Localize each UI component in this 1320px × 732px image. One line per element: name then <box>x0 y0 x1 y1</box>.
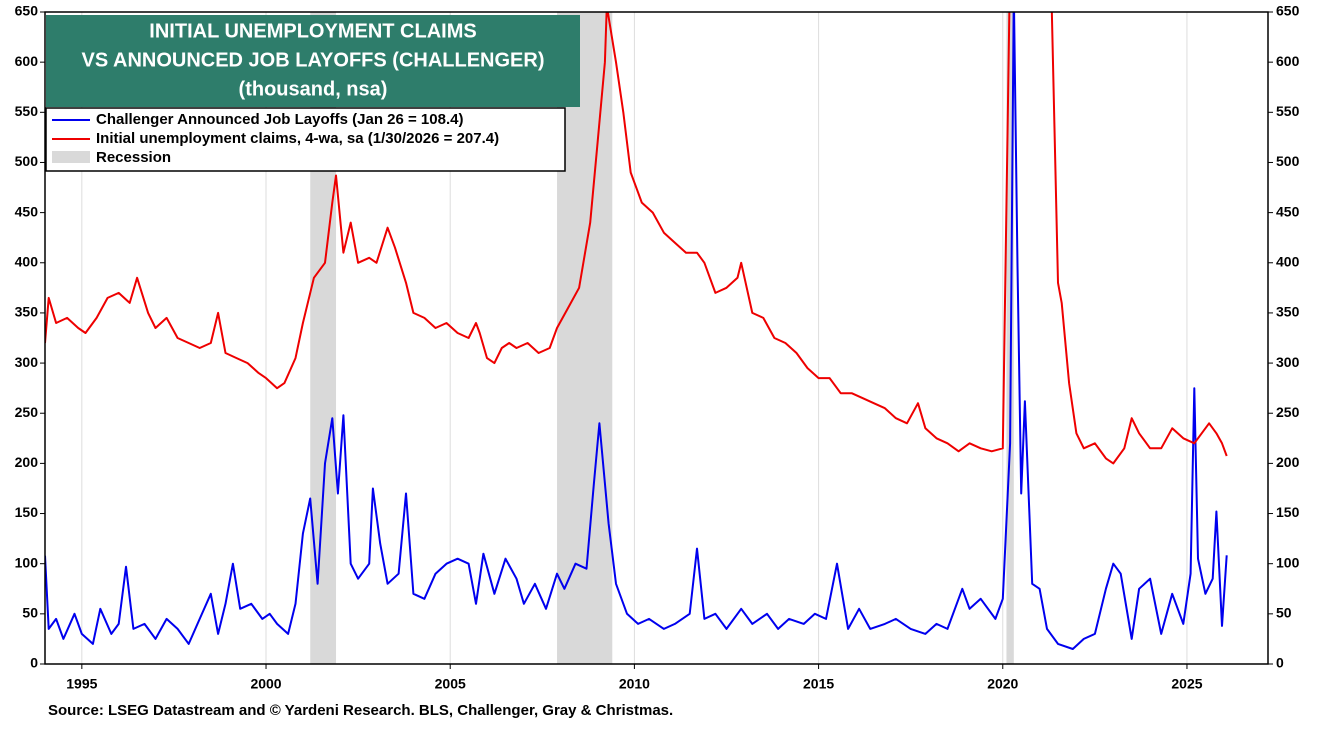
y2-tick-label: 100 <box>1276 554 1300 570</box>
y2-tick-label: 650 <box>1276 3 1300 19</box>
y-tick-label: 500 <box>15 153 39 169</box>
x-tick-label: 2015 <box>803 676 834 692</box>
plot-frame <box>44 11 1269 665</box>
y-tick-label: 550 <box>15 103 39 119</box>
y2-tick-label: 400 <box>1276 253 1300 269</box>
x-tick-label: 2010 <box>619 676 650 692</box>
legend-swatch <box>52 151 90 163</box>
y2-tick-label: 600 <box>1276 53 1300 69</box>
chart-title: INITIAL UNEMPLOYMENT CLAIMS <box>149 20 476 42</box>
y-tick-label: 50 <box>22 605 38 621</box>
y-tick-label: 650 <box>15 3 39 19</box>
y2-tick-label: 500 <box>1276 153 1300 169</box>
legend-label: Recession <box>96 149 171 166</box>
y2-tick-label: 350 <box>1276 304 1300 320</box>
y-tick-label: 600 <box>15 53 39 69</box>
plot-lines <box>45 12 1228 650</box>
y2-tick-label: 550 <box>1276 103 1300 119</box>
y-tick-label: 300 <box>15 354 39 370</box>
legend-label: Challenger Announced Job Layoffs (Jan 26… <box>96 111 463 128</box>
y-tick-label: 0 <box>30 655 38 671</box>
title-box <box>46 15 580 107</box>
x-tick-label: 2025 <box>1171 676 1202 692</box>
series-line <box>45 12 1228 650</box>
legend-entries: Challenger Announced Job Layoffs (Jan 26… <box>52 111 499 166</box>
y2-tick-label: 450 <box>1276 203 1300 219</box>
y2-tick-label: 50 <box>1276 605 1292 621</box>
y2-tick-label: 200 <box>1276 454 1300 470</box>
y-tick-label: 400 <box>15 253 39 269</box>
y-tick-label: 100 <box>15 554 39 570</box>
series-line <box>45 12 1228 465</box>
x-tick-label: 1995 <box>66 676 97 692</box>
source: Source: LSEG Datastream and © Yardeni Re… <box>48 702 673 719</box>
x-tick-label: 2005 <box>435 676 466 692</box>
y-tick-label: 200 <box>15 454 39 470</box>
y-tick-label: 350 <box>15 304 39 320</box>
legend-label: Initial unemployment claims, 4-wa, sa (1… <box>96 130 499 147</box>
x-tick-label: 2000 <box>250 676 281 692</box>
y-tick-label: 150 <box>15 504 39 520</box>
y2-tick-label: 150 <box>1276 504 1300 520</box>
chart-title: VS ANNOUNCED JOB LAYOFFS (CHALLENGER) <box>82 49 545 71</box>
y2-tick-label: 250 <box>1276 404 1300 420</box>
y2-tick-label: 300 <box>1276 354 1300 370</box>
recession-band <box>557 12 613 664</box>
legend <box>45 107 566 172</box>
chart-subtitle: (thousand, nsa) <box>239 78 388 100</box>
y-tick-label: 250 <box>15 404 39 420</box>
x-tick-label: 2020 <box>987 676 1018 692</box>
y2-tick-label: 0 <box>1276 655 1284 671</box>
y-tick-label: 450 <box>15 203 39 219</box>
